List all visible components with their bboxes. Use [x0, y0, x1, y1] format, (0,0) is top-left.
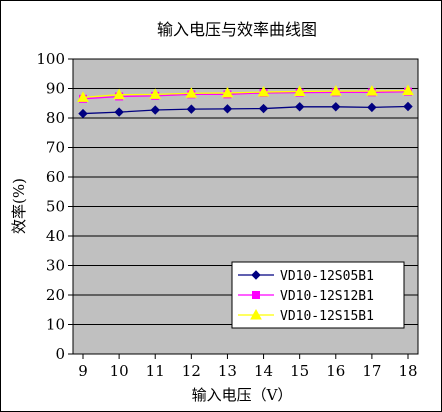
series-VD10-12S15B1	[77, 84, 414, 102]
legend-label: VD10-12S12B1	[280, 289, 374, 304]
data-point	[114, 107, 124, 117]
data-point	[329, 85, 342, 96]
y-axis-ticks: 0 10 20 30 40 50 60 70 80 90 100	[36, 50, 73, 363]
x-tick-label: 10	[110, 362, 129, 380]
y-tick-label: 20	[46, 286, 65, 304]
data-point	[294, 102, 305, 112]
y-tick-label: 70	[46, 139, 65, 157]
y-tick-label: 0	[55, 345, 65, 363]
data-point	[77, 91, 89, 102]
legend-marker	[252, 291, 260, 299]
legend-label: VD10-12S05B1	[280, 269, 374, 284]
x-tick-label: 11	[146, 362, 165, 380]
y-tick-label: 40	[46, 227, 65, 245]
y-tick-label: 10	[46, 316, 65, 334]
series-layer	[77, 84, 414, 119]
data-point	[221, 86, 234, 98]
data-point	[185, 87, 198, 98]
x-tick-label: 17	[362, 362, 381, 380]
data-point	[331, 102, 341, 112]
data-point	[222, 104, 233, 114]
data-point	[258, 103, 269, 114]
x-tick-label: 16	[326, 362, 345, 380]
x-tick-label: 18	[398, 362, 417, 380]
data-point	[150, 105, 160, 115]
series-line	[82, 89, 409, 98]
y-tick-label: 30	[46, 257, 65, 275]
x-tick-label: 13	[218, 362, 237, 380]
series-line	[82, 91, 409, 100]
legend-item: VD10-12S12B1	[238, 289, 374, 304]
y-axis-title: 效率(%)	[10, 178, 28, 234]
legend-label: VD10-12S15B1	[280, 309, 374, 324]
data-point	[403, 101, 413, 112]
data-point	[78, 108, 88, 119]
series-VD10-12S05B1	[78, 101, 413, 119]
data-point	[149, 88, 162, 99]
legend-marker	[251, 270, 261, 280]
legend-marker	[250, 308, 262, 320]
y-tick-label: 80	[46, 109, 65, 127]
data-point	[293, 85, 306, 96]
chart-title: 输入电压与效率曲线图	[157, 20, 317, 39]
legend-item: VD10-12S15B1	[238, 308, 374, 324]
y-tick-label: 50	[46, 198, 65, 216]
y-tick-label: 60	[46, 168, 65, 186]
x-tick-label: 14	[254, 362, 273, 380]
y-tick-label: 100	[36, 50, 65, 68]
data-point	[367, 102, 377, 113]
legend-item: VD10-12S05B1	[238, 269, 374, 284]
data-point	[366, 85, 378, 96]
x-tick-label: 12	[182, 362, 201, 380]
x-tick-label: 15	[290, 362, 309, 380]
data-point	[402, 84, 414, 96]
series-line	[82, 105, 409, 115]
x-tick-label: 9	[78, 362, 88, 380]
data-point	[257, 86, 270, 97]
data-point	[186, 104, 197, 114]
data-point	[113, 88, 125, 100]
legend: VD10-12S05B1 VD10-12S12B1 VD10-12S15B1	[231, 261, 405, 329]
x-axis-title: 输入电压（V）	[192, 386, 293, 404]
y-tick-label: 90	[46, 80, 65, 98]
x-axis-ticks: 9 10 11 12 13 14 15 16 17 18	[78, 354, 418, 380]
